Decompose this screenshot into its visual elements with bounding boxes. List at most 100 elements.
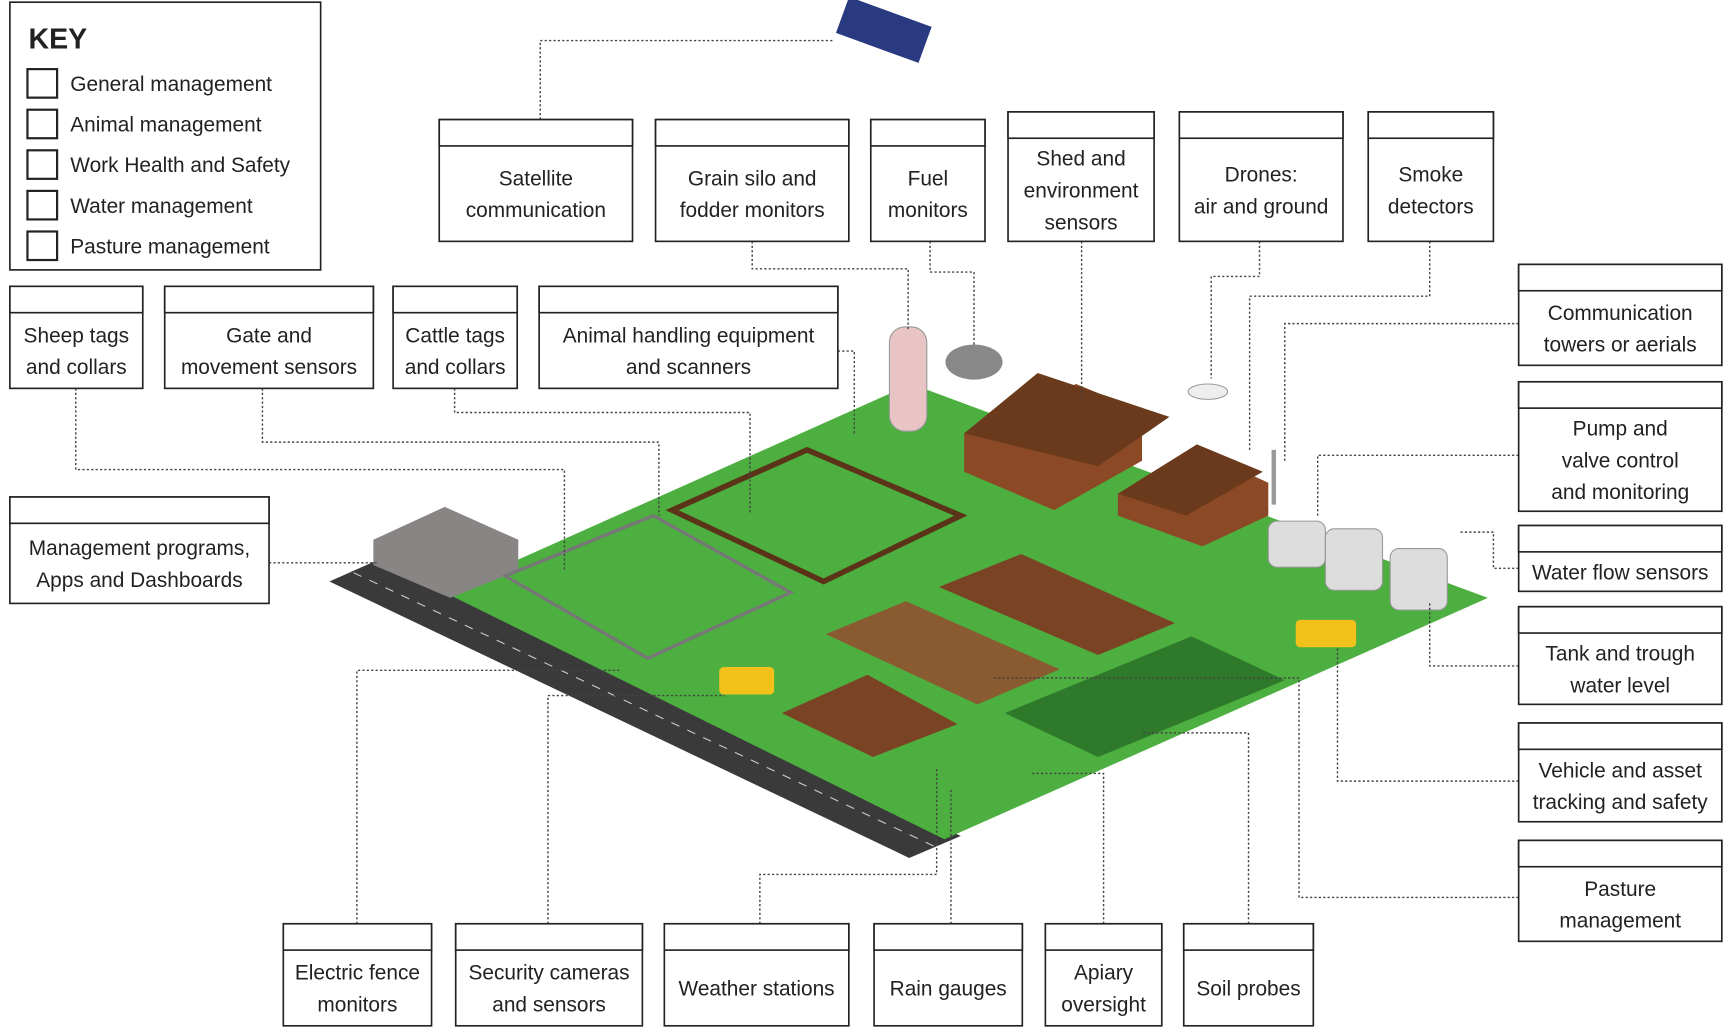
label-box: Apiary oversight — [1045, 924, 1161, 1026]
label-text: Drones: — [1225, 164, 1298, 187]
leader-line — [930, 241, 974, 345]
leader-line — [262, 388, 658, 515]
fuel-tank — [945, 344, 1002, 379]
label-text: Pasture — [1584, 878, 1656, 901]
label-box: Gate andmovement sensors — [165, 286, 374, 388]
tractor — [1296, 620, 1356, 647]
label-text: Soil probes — [1196, 978, 1300, 1001]
label-text: sensors — [1045, 211, 1118, 234]
label-text: Fuel — [908, 167, 949, 190]
key-title: KEY — [29, 23, 88, 55]
label-header — [165, 286, 374, 312]
label-header — [871, 120, 985, 146]
label-box: Soil probes — [1184, 924, 1314, 1026]
label-text: Management programs, — [29, 537, 250, 560]
label-text: monitors — [888, 199, 968, 222]
label-box: Rain gauges — [874, 924, 1022, 1026]
leader-line — [1318, 455, 1519, 515]
label-text: Smoke — [1398, 164, 1463, 187]
label-text: management — [1559, 910, 1681, 933]
key-item: General management — [70, 73, 272, 96]
label-header — [10, 286, 143, 312]
label-text: Security cameras — [469, 962, 630, 985]
label-text: tracking and safety — [1533, 791, 1709, 814]
label-text: Sheep tags — [24, 324, 130, 347]
leader-line — [1285, 324, 1519, 461]
label-text: communication — [466, 199, 606, 222]
key-item: Work Health and Safety — [70, 154, 290, 177]
key-item: Pasture management — [70, 235, 270, 258]
label-text: Apps and Dashboards — [36, 569, 242, 592]
label-box: Water flow sensors — [1519, 526, 1722, 592]
label-text: air and ground — [1194, 195, 1328, 218]
label-text: Pump and — [1573, 418, 1668, 441]
label-text: Grain silo and — [688, 167, 817, 190]
label-header — [1519, 382, 1722, 408]
label-header — [1519, 840, 1722, 866]
label-header — [656, 120, 849, 146]
label-box: Communicationtowers or aerials — [1519, 264, 1722, 365]
label-header — [1519, 607, 1722, 633]
label-text: movement sensors — [181, 356, 357, 379]
label-text: and monitoring — [1551, 481, 1689, 504]
label-header — [456, 924, 643, 950]
label-text: water level — [1569, 674, 1670, 697]
label-text: oversight — [1061, 994, 1146, 1017]
label-header — [874, 924, 1022, 950]
label-header — [1519, 723, 1722, 749]
label-box: Fuel monitors — [871, 120, 985, 242]
label-header — [1368, 112, 1493, 138]
tractor — [719, 667, 774, 694]
label-text: and scanners — [626, 356, 751, 379]
label-text: Animal handling equipment — [563, 324, 815, 347]
diagram: KEY General managementAnimal managementW… — [0, 0, 1724, 1028]
label-header — [393, 286, 517, 312]
label-header — [1179, 112, 1343, 138]
label-box: Shed and environment sensors — [1008, 112, 1154, 241]
label-text: Rain gauges — [890, 978, 1007, 1001]
label-text: monitors — [317, 994, 397, 1017]
label-header — [539, 286, 838, 312]
label-text: valve control — [1562, 449, 1679, 472]
leader-line — [540, 41, 834, 120]
key-swatch — [27, 69, 57, 98]
label-box: Pasture management — [1519, 840, 1722, 941]
label-text: Apiary — [1074, 962, 1134, 985]
label-box: Pump and valve control and monitoring — [1519, 382, 1722, 511]
label-box: Weather stations — [664, 924, 848, 1026]
label-box: Tank and trough water level — [1519, 607, 1722, 705]
label-header — [1045, 924, 1161, 950]
water-tank — [1268, 521, 1325, 567]
key-swatch — [27, 150, 57, 179]
label-header — [1519, 526, 1722, 552]
label-header — [10, 497, 269, 523]
label-text: Weather stations — [679, 978, 835, 1001]
leader-line — [357, 670, 621, 923]
label-text: Tank and trough — [1545, 642, 1695, 665]
label-box: Satellite communication — [439, 120, 632, 242]
drone — [1188, 384, 1228, 399]
label-text: environment — [1024, 179, 1139, 202]
label-text: Cattle tags — [405, 324, 505, 347]
leader-line — [1032, 773, 1103, 923]
label-box: Drones: air and ground — [1179, 112, 1343, 241]
label-header — [439, 120, 632, 146]
label-box: Electric fence monitors — [283, 924, 431, 1026]
label-text: Electric fence — [295, 962, 420, 985]
label-text: Vehicle and asset — [1538, 759, 1702, 782]
silo — [889, 327, 926, 431]
satellite — [836, 0, 932, 63]
leader-line — [1211, 241, 1259, 378]
key-swatch — [27, 110, 57, 139]
label-box: Management programs, Apps and Dashboards — [10, 497, 269, 603]
label-text: Satellite — [499, 167, 573, 190]
label-box: Vehicle and asset tracking and safety — [1519, 723, 1722, 822]
page: {"key": {"title": "KEY", "items": ["Gene… — [0, 0, 1724, 1028]
key-item: Water management — [70, 195, 253, 218]
label-text: Shed and — [1036, 148, 1125, 171]
